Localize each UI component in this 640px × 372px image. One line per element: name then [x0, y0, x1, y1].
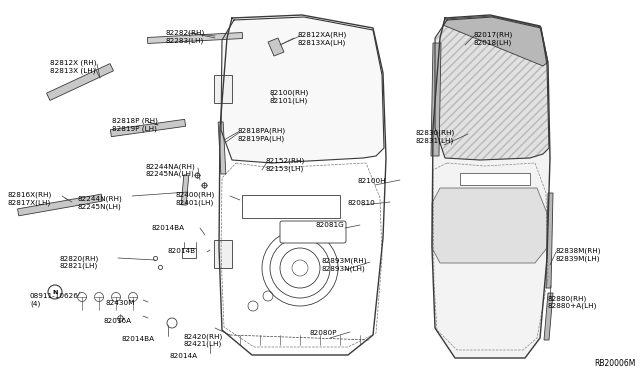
Text: 820810: 820810 [348, 200, 376, 206]
Text: 82282(RH)
82283(LH): 82282(RH) 82283(LH) [165, 30, 204, 44]
Text: 82830(RH)
82831(LH): 82830(RH) 82831(LH) [416, 130, 455, 144]
Text: N: N [52, 289, 58, 295]
Polygon shape [221, 17, 384, 163]
Text: 82400(RH)
82401(LH): 82400(RH) 82401(LH) [176, 192, 215, 206]
Polygon shape [47, 64, 113, 100]
Polygon shape [218, 122, 226, 174]
Text: 82014A: 82014A [170, 353, 198, 359]
Bar [182, 248, 196, 258]
Text: 82816X(RH)
82817X(LH): 82816X(RH) 82817X(LH) [8, 192, 52, 206]
Text: 82818P (RH)
82819P (LH): 82818P (RH) 82819P (LH) [112, 118, 158, 132]
Text: 82818PA(RH)
82819PA(LH): 82818PA(RH) 82819PA(LH) [238, 128, 286, 142]
Text: 82880(RH)
82880+A(LH): 82880(RH) 82880+A(LH) [548, 295, 597, 309]
Text: 82812XA(RH)
82813XA(LH): 82812XA(RH) 82813XA(LH) [298, 32, 348, 46]
FancyBboxPatch shape [280, 221, 346, 243]
Bar [214, 75, 232, 103]
Text: RB20006M: RB20006M [595, 359, 636, 368]
Text: 82838M(RH)
82839M(LH): 82838M(RH) 82839M(LH) [556, 248, 602, 262]
Polygon shape [17, 194, 102, 216]
Text: 08911-10626
(4): 08911-10626 (4) [30, 293, 79, 307]
Text: 82820(RH)
82821(LH): 82820(RH) 82821(LH) [60, 255, 99, 269]
Text: 82100(RH)
82101(LH): 82100(RH) 82101(LH) [270, 90, 309, 104]
Text: 82244N(RH)
82245N(LH): 82244N(RH) 82245N(LH) [78, 196, 123, 210]
Bar [242, 195, 340, 218]
Text: 82017(RH)
82018(LH): 82017(RH) 82018(LH) [474, 32, 513, 46]
Text: 82893M(RH)
82893N(LH): 82893M(RH) 82893N(LH) [322, 258, 367, 272]
Text: 82812X (RH)
82813X (LH): 82812X (RH) 82813X (LH) [50, 60, 97, 74]
Polygon shape [432, 188, 547, 263]
Polygon shape [432, 15, 550, 358]
Polygon shape [443, 16, 548, 66]
Text: 82016A: 82016A [103, 318, 131, 324]
Polygon shape [546, 193, 553, 288]
Text: 82430M: 82430M [105, 300, 134, 306]
Text: 82244NA(RH)
82245NA(LH): 82244NA(RH) 82245NA(LH) [145, 163, 195, 177]
Bar [460, 173, 530, 185]
Text: 82100H: 82100H [358, 178, 387, 184]
Text: 82420(RH)
82421(LH): 82420(RH) 82421(LH) [184, 333, 223, 347]
Text: 82080P: 82080P [310, 330, 337, 336]
Text: 82014B: 82014B [167, 248, 195, 254]
Text: 82014BA: 82014BA [122, 336, 155, 342]
Text: 82081G: 82081G [316, 222, 345, 228]
Polygon shape [147, 32, 243, 44]
Polygon shape [268, 38, 284, 56]
Polygon shape [431, 43, 441, 156]
Text: 82014BA: 82014BA [152, 225, 185, 231]
Polygon shape [110, 119, 186, 137]
Polygon shape [181, 175, 189, 205]
Text: 82152(RH)
82153(LH): 82152(RH) 82153(LH) [265, 158, 304, 172]
Polygon shape [435, 17, 549, 160]
Bar [214, 240, 232, 268]
Polygon shape [544, 293, 553, 340]
